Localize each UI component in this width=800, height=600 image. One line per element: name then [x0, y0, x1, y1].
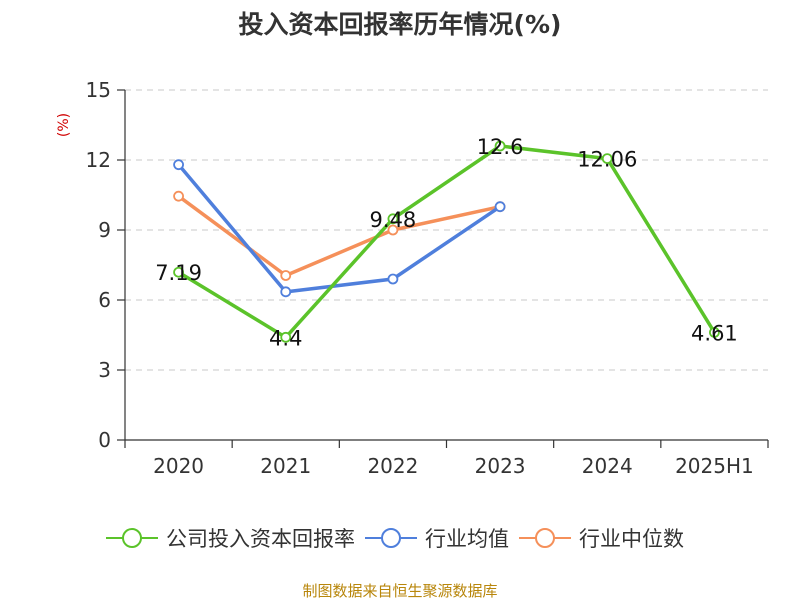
data-point	[173, 159, 184, 171]
x-tick-label: 2023	[475, 454, 526, 478]
series-0	[173, 140, 720, 343]
x-tick-label: 2020	[153, 454, 204, 478]
x-tick-label: 2025H1	[675, 454, 754, 478]
legend-item-0[interactable]: 公司投入资本回报率	[106, 527, 355, 551]
data-point	[709, 327, 720, 338]
legend-item-1[interactable]: 行业均值	[365, 527, 509, 551]
data-labels: 7.19 4.4 9.48 12.6 12.06 4.61	[155, 135, 738, 350]
data-label: 9.48	[370, 208, 417, 232]
axes: 0 3 6 9 12 15 2020 2021 2022 2023 2024 2025H1	[86, 78, 769, 478]
legend[interactable]: 公司投入资本回报率 行业均值 行业中位数	[106, 527, 684, 551]
y-tick-label: 9	[98, 218, 111, 242]
series-layer	[173, 140, 720, 343]
grid	[125, 89, 768, 371]
legend-marker	[122, 528, 142, 548]
legend-marker	[381, 528, 401, 548]
series-1	[173, 159, 506, 298]
data-point	[280, 286, 292, 298]
legend-label: 行业中位数	[579, 527, 684, 551]
series-line	[176, 162, 502, 294]
x-tick-label: 2024	[582, 454, 633, 478]
y-axis-unit: (%)	[56, 113, 72, 137]
x-tick-label: 2022	[367, 454, 418, 478]
y-tick-label: 3	[98, 358, 111, 382]
series-line	[176, 194, 502, 278]
legend-label: 公司投入资本回报率	[166, 527, 355, 551]
data-point	[387, 213, 399, 225]
data-label: 7.19	[155, 261, 202, 285]
data-point	[601, 153, 613, 165]
data-label: 12.06	[577, 148, 637, 172]
data-point	[387, 224, 399, 236]
y-tick-label: 6	[98, 288, 111, 312]
data-label: 4.61	[691, 321, 738, 345]
legend-label: 行业均值	[425, 527, 509, 551]
y-tick-label: 12	[86, 148, 111, 172]
data-point	[173, 190, 184, 202]
data-point	[387, 273, 399, 285]
data-point	[173, 266, 184, 278]
data-label: 12.6	[477, 135, 524, 159]
x-tick-label: 2021	[260, 454, 311, 478]
legend-marker	[535, 528, 555, 548]
y-tick-label: 0	[98, 428, 111, 452]
chart-title: 投入资本回报率历年情况(%)	[239, 10, 562, 39]
y-tick-label: 15	[86, 78, 111, 102]
source-note: 制图数据来自恒生聚源数据库	[302, 582, 497, 600]
series-line	[176, 144, 717, 340]
legend-item-2[interactable]: 行业中位数	[519, 527, 684, 551]
data-point	[280, 331, 292, 343]
data-label: 4.4	[269, 326, 302, 350]
data-point	[494, 201, 506, 213]
data-point	[280, 270, 292, 281]
data-point	[494, 140, 506, 152]
